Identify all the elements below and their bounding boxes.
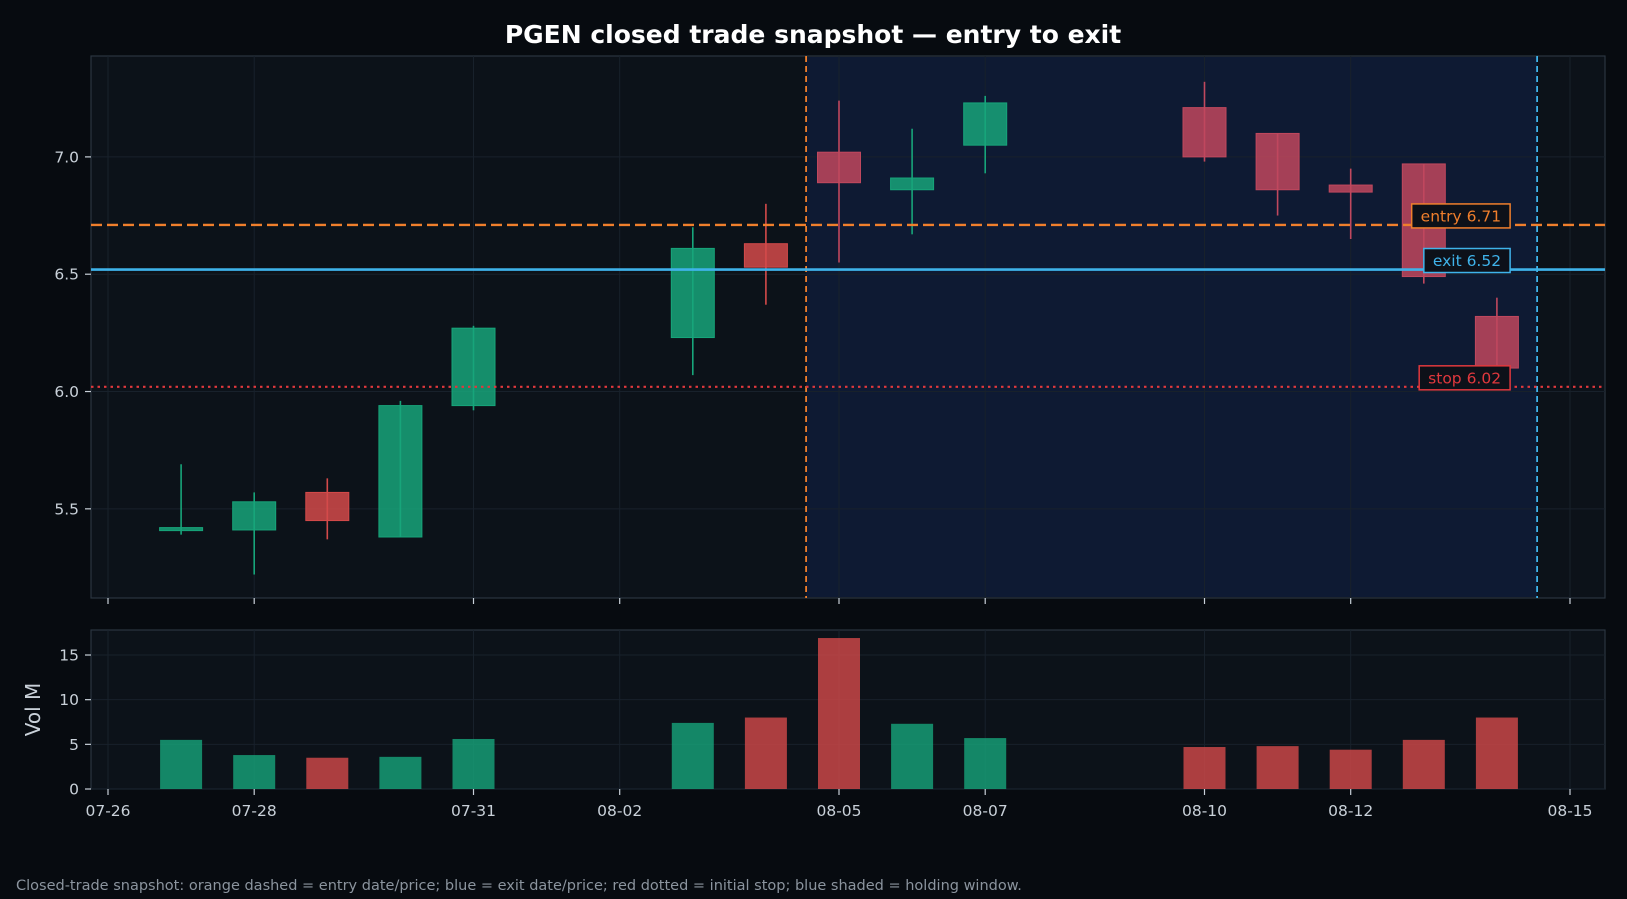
exit-label: exit 6.52	[1423, 247, 1511, 274]
exit-label-box	[1423, 247, 1511, 274]
candle-body	[890, 177, 935, 191]
candle-body	[963, 102, 1008, 146]
price-y-tick-label: 6.0	[54, 383, 79, 401]
candle-body	[451, 327, 496, 407]
volume-bar	[379, 756, 422, 789]
volume-bar	[818, 638, 860, 789]
stop-label-box	[1418, 365, 1511, 391]
volume-y-tick-label: 15	[59, 647, 79, 665]
volume-bar	[744, 717, 787, 789]
candle	[670, 227, 715, 376]
candle-body	[1255, 132, 1300, 191]
volume-bar	[306, 757, 349, 789]
candle	[1255, 132, 1300, 216]
candle	[1328, 168, 1373, 240]
candle-body	[743, 243, 788, 268]
volume-y-tick-label: 10	[59, 691, 79, 709]
x-tick-label: 07-31	[451, 802, 496, 820]
x-tick-label: 08-02	[597, 802, 642, 820]
candle-body	[670, 247, 715, 339]
candle	[963, 95, 1008, 174]
price-y-tick-label: 6.5	[54, 266, 79, 284]
candle-body	[1182, 107, 1227, 158]
volume-y-axis-label: Vol M	[21, 683, 45, 737]
entry-label-text: entry 6.71	[1421, 207, 1501, 225]
entry-label-box	[1410, 203, 1511, 229]
candle	[743, 203, 788, 305]
x-tick-label: 07-26	[85, 802, 130, 820]
footer-note: Closed-trade snapshot: orange dashed = e…	[16, 878, 1022, 894]
x-tick-label: 08-12	[1328, 802, 1373, 820]
stop-label: stop 6.02	[1418, 365, 1511, 391]
candle-body	[817, 151, 861, 184]
candle	[817, 100, 861, 263]
candle-body	[305, 491, 350, 522]
candle-body	[1474, 315, 1519, 369]
price-panel: 5.5 6.0 6.5 7.0 entry 6.71 exit 6.52 stop 6.02	[54, 55, 1606, 604]
volume-bar	[1183, 747, 1226, 789]
candle	[1182, 81, 1227, 162]
price-y-tick-label: 7.0	[54, 148, 79, 166]
volume-panel: 0 5 10 15 Vol M 07-26 07-28 07-31 08-02 08-05 08-0…	[21, 629, 1606, 820]
chart-title: PGEN closed trade snapshot — entry to ex…	[505, 20, 1121, 49]
volume-bar	[1402, 739, 1445, 789]
candle	[305, 478, 350, 540]
candle-body	[232, 501, 277, 531]
entry-label: entry 6.71	[1410, 203, 1511, 229]
volume-y-tick-label: 0	[69, 781, 79, 799]
volume-bar	[964, 738, 1007, 789]
price-y-tick-label: 5.5	[54, 500, 79, 518]
volume-bar	[1329, 749, 1372, 789]
candle	[232, 492, 277, 575]
x-tick-label: 08-05	[816, 802, 861, 820]
candle-body	[378, 405, 423, 538]
holding-window-shade	[806, 57, 1538, 597]
candle	[159, 464, 204, 535]
volume-bar	[1475, 717, 1518, 789]
x-tick-label: 08-15	[1547, 802, 1592, 820]
stop-label-text: stop 6.02	[1428, 369, 1501, 387]
candle	[890, 128, 935, 235]
volume-bar	[671, 722, 714, 789]
volume-bar	[1256, 746, 1299, 789]
candle	[451, 325, 496, 411]
x-tick-label: 07-28	[232, 802, 277, 820]
volume-bar	[160, 739, 203, 789]
x-tick-label: 08-10	[1182, 802, 1227, 820]
volume-bar	[891, 723, 934, 789]
volume-y-tick-label: 5	[69, 736, 79, 754]
candle-body	[159, 527, 204, 532]
candle-body	[1328, 184, 1373, 193]
candle	[378, 400, 423, 538]
exit-label-text: exit 6.52	[1433, 252, 1501, 270]
candle	[1474, 297, 1519, 369]
x-tick-label: 08-07	[963, 802, 1008, 820]
volume-bar	[233, 755, 276, 789]
volume-bar	[452, 738, 495, 789]
